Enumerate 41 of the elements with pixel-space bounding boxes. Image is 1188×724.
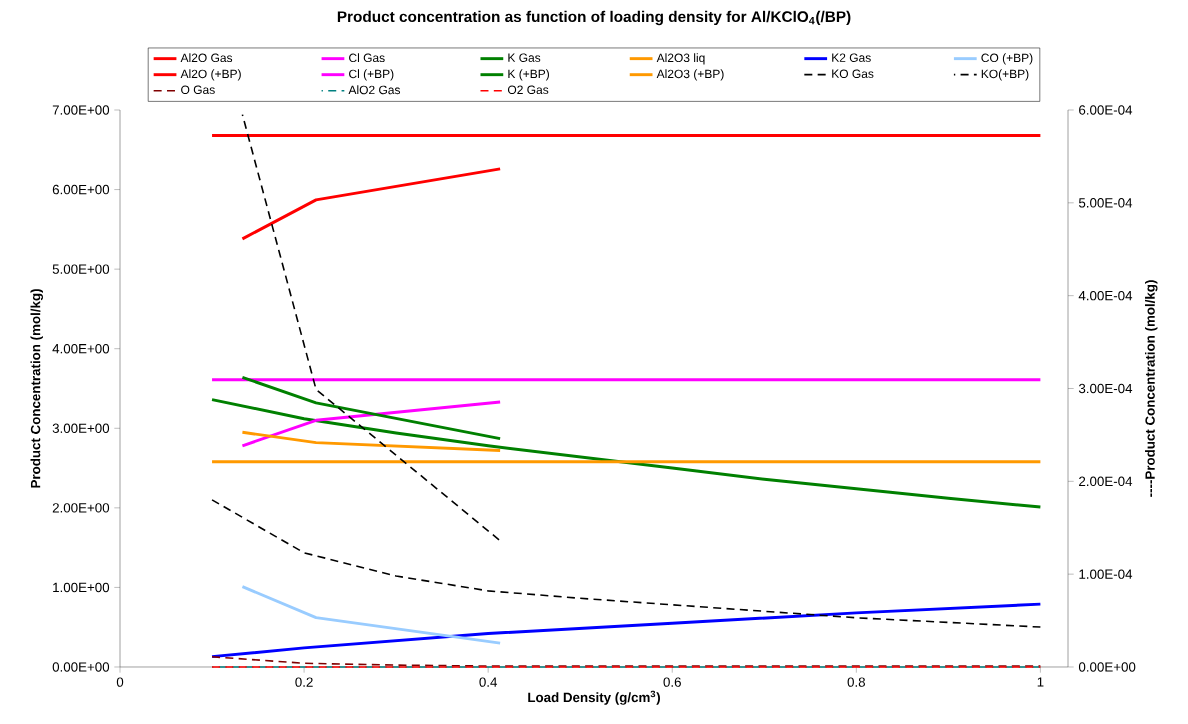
x-tick-label: 1 xyxy=(1037,677,1044,687)
y2-tick-label: 6.00E-04 xyxy=(1079,105,1133,115)
legend-label: K Gas xyxy=(508,53,541,62)
y2-tick-label: 5.00E-04 xyxy=(1078,198,1133,208)
y-tick-label: 7.00E+00 xyxy=(52,105,110,115)
y2-axis-title: ----Product Concentration (mol/kg) xyxy=(1145,280,1158,497)
x-tick-label: 0.6 xyxy=(663,677,681,687)
y2-tick-label: 4.00E-04 xyxy=(1078,290,1133,301)
legend-label: Al2O Gas xyxy=(180,53,233,63)
x-tick-label: 0 xyxy=(116,677,124,687)
y2-tick-label: 3.00E-04 xyxy=(1078,383,1133,394)
legend-label: CO (+BP) xyxy=(981,53,1033,65)
y-tick-label: 0.00E+00 xyxy=(52,662,110,672)
y-tick-label: 5.00E+00 xyxy=(52,264,110,274)
line-series xyxy=(210,602,1042,659)
legend-label: Cl (+BP) xyxy=(349,69,394,81)
y2-tick-label: 2.00E-04 xyxy=(1079,476,1133,487)
legend-label: K2 Gas xyxy=(832,53,871,62)
legend-label: O Gas xyxy=(181,85,215,95)
y-axis-title: Product Concentration (mol/kg) xyxy=(30,289,43,488)
legend-label: Al2O3 liq xyxy=(656,53,705,65)
y-tick-label: 4.00E+00 xyxy=(52,343,110,354)
y2-tick-label: 0.00E+00 xyxy=(1078,662,1136,672)
y-tick-label: 2.00E+00 xyxy=(52,503,110,513)
y-tick-label: 3.00E+00 xyxy=(52,423,110,433)
legend-label: O2 Gas xyxy=(507,85,549,95)
y2-tick-label: 1.00E-04 xyxy=(1079,569,1133,579)
x-tick-label: 0.2 xyxy=(295,677,313,687)
legend-label: KO(+BP) xyxy=(981,69,1029,81)
legend-label: Cl Gas xyxy=(349,53,385,63)
y-tick-label: 6.00E+00 xyxy=(52,184,110,195)
legend-label: Al2O (+BP) xyxy=(180,69,241,81)
x-tick-label: 0.4 xyxy=(479,677,498,687)
legend-label: KO Gas xyxy=(832,69,874,78)
legend-label: Al2O3 (+BP) xyxy=(656,69,724,81)
legend-label: K (+BP) xyxy=(508,69,549,81)
legend-label: AlO2 Gas xyxy=(348,85,401,95)
x-tick-label: 0.8 xyxy=(847,677,865,687)
x-axis-title: Load Density (g/cm$^{3}$) xyxy=(528,690,660,705)
y-tick-label: 1.00E+00 xyxy=(53,582,110,593)
chart-title: Product concentration as function of loading density for Al/KClO$_{4}$(/BP) xyxy=(337,10,851,26)
